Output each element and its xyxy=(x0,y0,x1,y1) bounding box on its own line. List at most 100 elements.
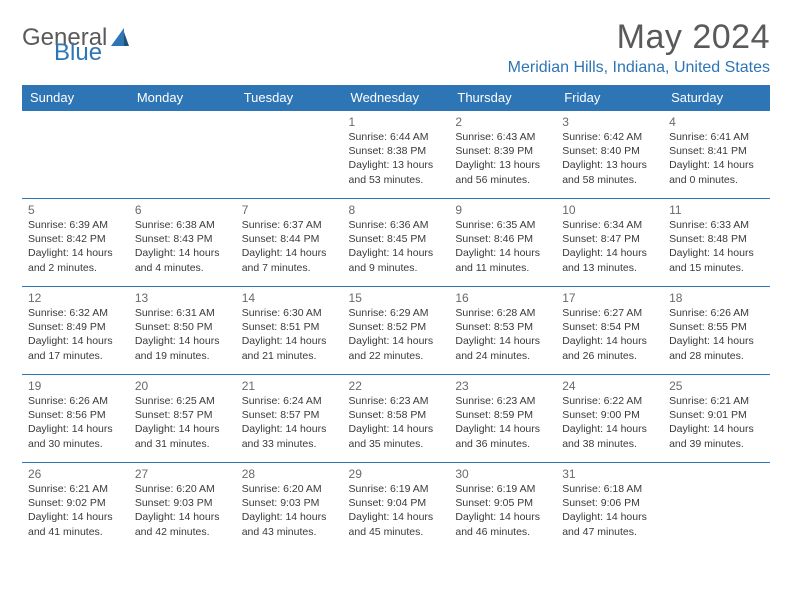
day-cell: 19Sunrise: 6:26 AMSunset: 8:56 PMDayligh… xyxy=(22,375,129,463)
daylight-text: Daylight: 14 hours xyxy=(669,422,764,436)
daylight-text: and 21 minutes. xyxy=(242,349,337,363)
sunset-text: Sunset: 9:04 PM xyxy=(349,496,444,510)
day-number: 21 xyxy=(242,379,337,393)
sunrise-text: Sunrise: 6:21 AM xyxy=(28,482,123,496)
sunrise-text: Sunrise: 6:19 AM xyxy=(349,482,444,496)
day-cell: 30Sunrise: 6:19 AMSunset: 9:05 PMDayligh… xyxy=(449,463,556,551)
logo-word-2: Blue xyxy=(54,39,102,66)
sunset-text: Sunset: 8:46 PM xyxy=(455,232,550,246)
daylight-text: and 53 minutes. xyxy=(349,173,444,187)
daylight-text: Daylight: 14 hours xyxy=(28,334,123,348)
week-row: 1Sunrise: 6:44 AMSunset: 8:38 PMDaylight… xyxy=(22,111,770,199)
daylight-text: and 7 minutes. xyxy=(242,261,337,275)
daylight-text: and 56 minutes. xyxy=(455,173,550,187)
sunrise-text: Sunrise: 6:27 AM xyxy=(562,306,657,320)
day-cell: 27Sunrise: 6:20 AMSunset: 9:03 PMDayligh… xyxy=(129,463,236,551)
day-number: 10 xyxy=(562,203,657,217)
daylight-text: Daylight: 14 hours xyxy=(669,158,764,172)
day-number: 6 xyxy=(135,203,230,217)
day-number: 14 xyxy=(242,291,337,305)
sunrise-text: Sunrise: 6:31 AM xyxy=(135,306,230,320)
day-cell: 18Sunrise: 6:26 AMSunset: 8:55 PMDayligh… xyxy=(663,287,770,375)
daylight-text: and 46 minutes. xyxy=(455,525,550,539)
daylight-text: Daylight: 14 hours xyxy=(28,510,123,524)
day-cell: 3Sunrise: 6:42 AMSunset: 8:40 PMDaylight… xyxy=(556,111,663,199)
day-number: 1 xyxy=(349,115,444,129)
day-number: 28 xyxy=(242,467,337,481)
daylight-text: Daylight: 14 hours xyxy=(349,510,444,524)
daylight-text: and 45 minutes. xyxy=(349,525,444,539)
sunrise-text: Sunrise: 6:35 AM xyxy=(455,218,550,232)
day-number: 15 xyxy=(349,291,444,305)
day-cell: 4Sunrise: 6:41 AMSunset: 8:41 PMDaylight… xyxy=(663,111,770,199)
day-header: Wednesday xyxy=(343,85,450,111)
sunset-text: Sunset: 8:51 PM xyxy=(242,320,337,334)
daylight-text: and 24 minutes. xyxy=(455,349,550,363)
daylight-text: and 9 minutes. xyxy=(349,261,444,275)
daylight-text: Daylight: 14 hours xyxy=(135,510,230,524)
day-number: 2 xyxy=(455,115,550,129)
sunrise-text: Sunrise: 6:30 AM xyxy=(242,306,337,320)
daylight-text: and 11 minutes. xyxy=(455,261,550,275)
sunrise-text: Sunrise: 6:23 AM xyxy=(349,394,444,408)
daylight-text: and 41 minutes. xyxy=(28,525,123,539)
daylight-text: and 4 minutes. xyxy=(135,261,230,275)
daylight-text: and 30 minutes. xyxy=(28,437,123,451)
sunset-text: Sunset: 9:02 PM xyxy=(28,496,123,510)
calendar-table: SundayMondayTuesdayWednesdayThursdayFrid… xyxy=(22,85,770,551)
daylight-text: Daylight: 14 hours xyxy=(349,334,444,348)
week-row: 5Sunrise: 6:39 AMSunset: 8:42 PMDaylight… xyxy=(22,199,770,287)
daylight-text: and 35 minutes. xyxy=(349,437,444,451)
day-cell: 31Sunrise: 6:18 AMSunset: 9:06 PMDayligh… xyxy=(556,463,663,551)
sunrise-text: Sunrise: 6:19 AM xyxy=(455,482,550,496)
daylight-text: Daylight: 14 hours xyxy=(669,246,764,260)
daylight-text: Daylight: 14 hours xyxy=(455,510,550,524)
sunrise-text: Sunrise: 6:28 AM xyxy=(455,306,550,320)
daylight-text: Daylight: 14 hours xyxy=(455,422,550,436)
daylight-text: Daylight: 14 hours xyxy=(562,246,657,260)
day-cell: 9Sunrise: 6:35 AMSunset: 8:46 PMDaylight… xyxy=(449,199,556,287)
day-number: 26 xyxy=(28,467,123,481)
day-number: 20 xyxy=(135,379,230,393)
daylight-text: and 36 minutes. xyxy=(455,437,550,451)
day-cell: 14Sunrise: 6:30 AMSunset: 8:51 PMDayligh… xyxy=(236,287,343,375)
daylight-text: Daylight: 13 hours xyxy=(562,158,657,172)
sunset-text: Sunset: 8:48 PM xyxy=(669,232,764,246)
sunset-text: Sunset: 8:55 PM xyxy=(669,320,764,334)
daylight-text: Daylight: 14 hours xyxy=(349,246,444,260)
day-cell: 7Sunrise: 6:37 AMSunset: 8:44 PMDaylight… xyxy=(236,199,343,287)
sunrise-text: Sunrise: 6:20 AM xyxy=(242,482,337,496)
sunset-text: Sunset: 8:50 PM xyxy=(135,320,230,334)
day-number: 24 xyxy=(562,379,657,393)
daylight-text: Daylight: 14 hours xyxy=(135,422,230,436)
sunset-text: Sunset: 8:54 PM xyxy=(562,320,657,334)
daylight-text: and 0 minutes. xyxy=(669,173,764,187)
day-cell xyxy=(22,111,129,199)
sunrise-text: Sunrise: 6:38 AM xyxy=(135,218,230,232)
daylight-text: Daylight: 14 hours xyxy=(242,246,337,260)
sunrise-text: Sunrise: 6:26 AM xyxy=(28,394,123,408)
daylight-text: and 22 minutes. xyxy=(349,349,444,363)
sunset-text: Sunset: 8:56 PM xyxy=(28,408,123,422)
daylight-text: and 58 minutes. xyxy=(562,173,657,187)
day-cell: 11Sunrise: 6:33 AMSunset: 8:48 PMDayligh… xyxy=(663,199,770,287)
daylight-text: Daylight: 14 hours xyxy=(562,334,657,348)
sunset-text: Sunset: 8:38 PM xyxy=(349,144,444,158)
day-number: 19 xyxy=(28,379,123,393)
daylight-text: Daylight: 14 hours xyxy=(455,334,550,348)
sunrise-text: Sunrise: 6:21 AM xyxy=(669,394,764,408)
week-row: 12Sunrise: 6:32 AMSunset: 8:49 PMDayligh… xyxy=(22,287,770,375)
daylight-text: and 33 minutes. xyxy=(242,437,337,451)
daylight-text: and 42 minutes. xyxy=(135,525,230,539)
day-number: 23 xyxy=(455,379,550,393)
sunrise-text: Sunrise: 6:32 AM xyxy=(28,306,123,320)
daylight-text: and 28 minutes. xyxy=(669,349,764,363)
day-number: 30 xyxy=(455,467,550,481)
daylight-text: and 17 minutes. xyxy=(28,349,123,363)
day-cell: 20Sunrise: 6:25 AMSunset: 8:57 PMDayligh… xyxy=(129,375,236,463)
sunset-text: Sunset: 9:06 PM xyxy=(562,496,657,510)
sunset-text: Sunset: 9:01 PM xyxy=(669,408,764,422)
daylight-text: Daylight: 13 hours xyxy=(349,158,444,172)
daylight-text: Daylight: 14 hours xyxy=(669,334,764,348)
day-cell: 8Sunrise: 6:36 AMSunset: 8:45 PMDaylight… xyxy=(343,199,450,287)
